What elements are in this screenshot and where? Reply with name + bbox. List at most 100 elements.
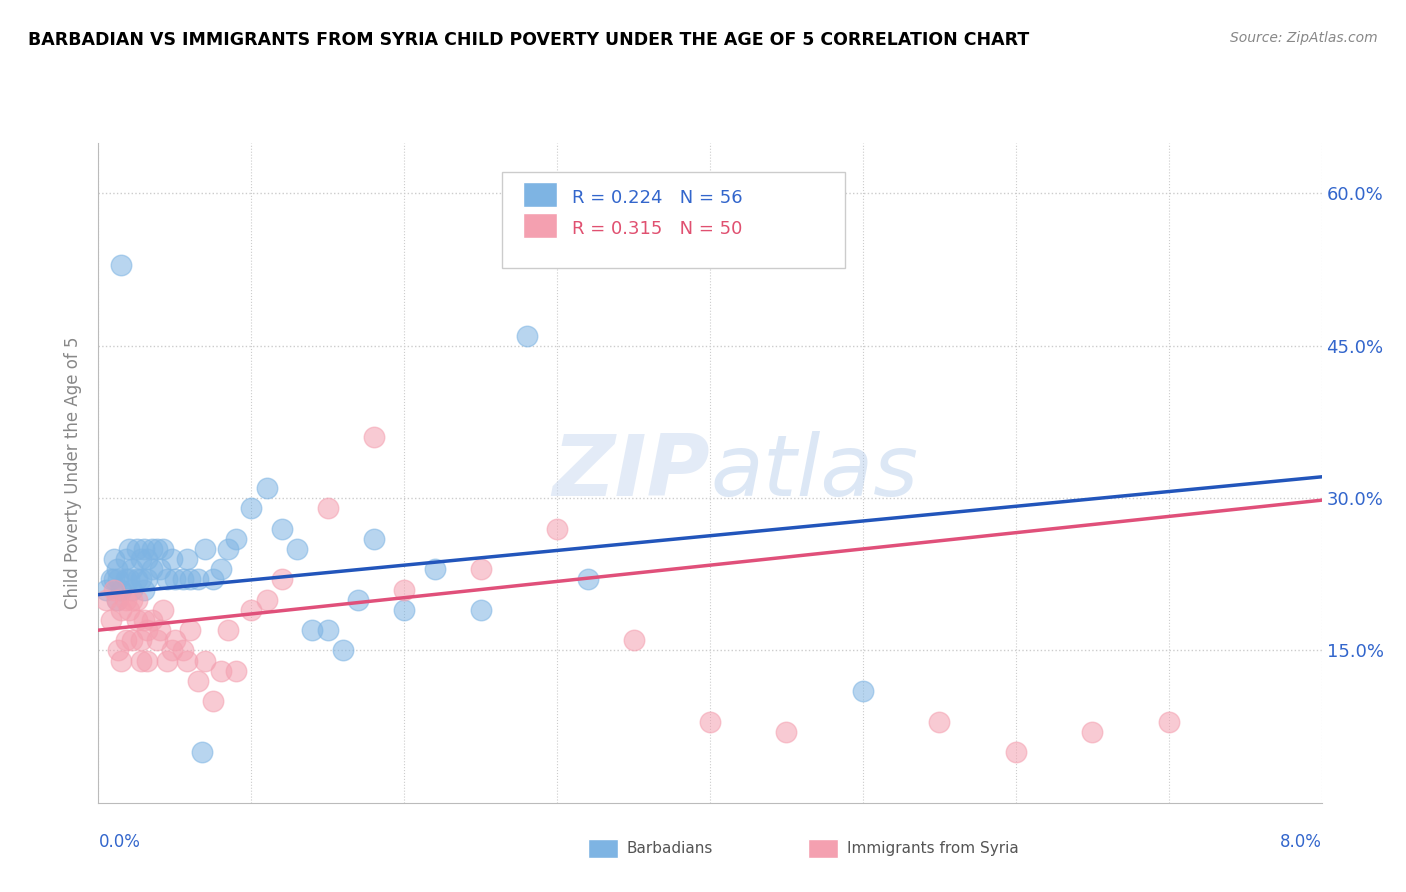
Point bbox=[217, 541, 239, 556]
Text: ZIP: ZIP bbox=[553, 431, 710, 515]
Point bbox=[285, 541, 308, 556]
Point bbox=[270, 522, 294, 536]
Point bbox=[187, 573, 209, 587]
Point bbox=[115, 592, 138, 607]
Point bbox=[316, 623, 339, 637]
Point bbox=[1157, 714, 1180, 729]
Point bbox=[152, 603, 174, 617]
Point bbox=[103, 573, 125, 587]
Point bbox=[316, 501, 339, 516]
Point bbox=[110, 258, 132, 272]
Y-axis label: Child Poverty Under the Age of 5: Child Poverty Under the Age of 5 bbox=[65, 336, 83, 609]
Point bbox=[115, 552, 138, 566]
Point bbox=[105, 592, 128, 607]
Point bbox=[176, 552, 198, 566]
Point bbox=[110, 603, 132, 617]
Point bbox=[136, 623, 159, 637]
Point bbox=[470, 562, 492, 576]
Point bbox=[202, 694, 225, 708]
Point bbox=[363, 430, 385, 444]
Point bbox=[125, 573, 148, 587]
Point bbox=[191, 745, 214, 759]
Point bbox=[121, 633, 143, 648]
Point bbox=[546, 522, 568, 536]
Point bbox=[270, 573, 294, 587]
Text: Source: ZipAtlas.com: Source: ZipAtlas.com bbox=[1230, 31, 1378, 45]
Point bbox=[225, 664, 247, 678]
Point bbox=[928, 714, 950, 729]
Point bbox=[179, 623, 201, 637]
Point bbox=[121, 582, 143, 597]
FancyBboxPatch shape bbox=[502, 172, 845, 268]
Point bbox=[1081, 724, 1104, 739]
Point bbox=[332, 643, 354, 657]
Point bbox=[141, 613, 163, 627]
Bar bbox=[523, 212, 557, 238]
Point bbox=[187, 673, 209, 688]
Point bbox=[149, 623, 172, 637]
Point bbox=[136, 573, 159, 587]
Point bbox=[160, 643, 183, 657]
Point bbox=[125, 541, 148, 556]
Point bbox=[103, 582, 125, 597]
Text: BARBADIAN VS IMMIGRANTS FROM SYRIA CHILD POVERTY UNDER THE AGE OF 5 CORRELATION : BARBADIAN VS IMMIGRANTS FROM SYRIA CHILD… bbox=[28, 31, 1029, 49]
Point bbox=[152, 541, 174, 556]
Point bbox=[172, 643, 194, 657]
Point bbox=[160, 552, 183, 566]
Point bbox=[240, 501, 263, 516]
Point bbox=[129, 633, 152, 648]
Point bbox=[118, 573, 141, 587]
Point bbox=[129, 552, 152, 566]
Point bbox=[103, 552, 125, 566]
Point bbox=[134, 582, 156, 597]
Point bbox=[775, 724, 797, 739]
Point bbox=[136, 654, 159, 668]
Point bbox=[115, 573, 138, 587]
Point bbox=[141, 541, 163, 556]
Text: atlas: atlas bbox=[710, 431, 918, 515]
Point bbox=[256, 592, 278, 607]
Point bbox=[163, 633, 186, 648]
Point bbox=[176, 654, 198, 668]
Point bbox=[100, 613, 122, 627]
Point bbox=[179, 573, 201, 587]
Point bbox=[100, 573, 122, 587]
Point bbox=[470, 603, 492, 617]
Point bbox=[136, 552, 159, 566]
Point bbox=[125, 592, 148, 607]
Point bbox=[134, 541, 156, 556]
Bar bbox=[808, 839, 838, 857]
Point bbox=[145, 633, 167, 648]
Bar bbox=[523, 182, 557, 208]
Point bbox=[363, 532, 385, 546]
Point bbox=[194, 541, 217, 556]
Point bbox=[107, 643, 129, 657]
Point bbox=[225, 532, 247, 546]
Point bbox=[852, 684, 875, 698]
Point bbox=[423, 562, 446, 576]
Point bbox=[118, 603, 141, 617]
Point bbox=[156, 654, 179, 668]
Text: 8.0%: 8.0% bbox=[1279, 832, 1322, 850]
Point bbox=[194, 654, 217, 668]
Point bbox=[209, 664, 232, 678]
Point bbox=[156, 573, 179, 587]
Point bbox=[515, 328, 537, 343]
Point bbox=[301, 623, 323, 637]
Point bbox=[125, 613, 148, 627]
Point bbox=[118, 541, 141, 556]
Point bbox=[110, 654, 132, 668]
Point bbox=[699, 714, 721, 729]
Point bbox=[576, 573, 599, 587]
Point bbox=[392, 603, 416, 617]
Point bbox=[94, 582, 117, 597]
Point bbox=[217, 623, 239, 637]
Point bbox=[145, 541, 167, 556]
Point bbox=[172, 573, 194, 587]
Text: R = 0.224   N = 56: R = 0.224 N = 56 bbox=[572, 189, 742, 207]
Point bbox=[149, 562, 172, 576]
Point bbox=[141, 562, 163, 576]
Text: Barbadians: Barbadians bbox=[627, 841, 713, 855]
Point bbox=[129, 654, 152, 668]
Point bbox=[202, 573, 225, 587]
